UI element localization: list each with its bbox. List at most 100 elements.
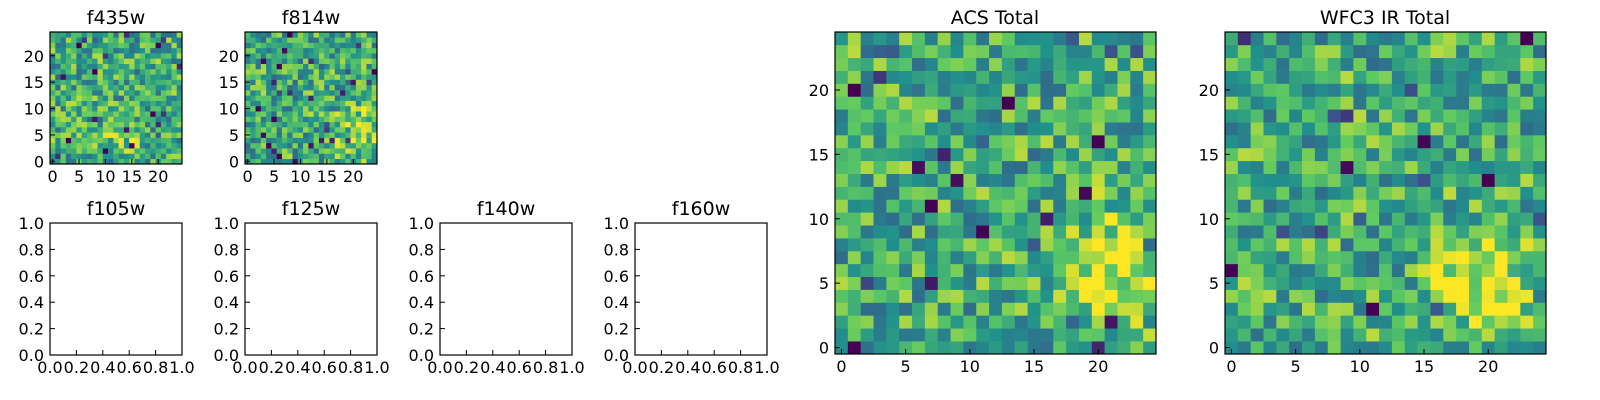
heatmap-cell [1289, 109, 1303, 123]
heatmap-cell [1391, 70, 1406, 84]
heatmap-cell [1053, 328, 1067, 342]
heatmap-cell [886, 160, 900, 174]
heatmap-cell [1053, 44, 1067, 59]
heatmap-cell [160, 63, 167, 70]
heatmap-cell [1340, 186, 1354, 200]
heatmap-cell [266, 68, 272, 75]
heatmap-cell [1494, 276, 1508, 290]
heatmap-cell [1340, 315, 1354, 329]
axes-frame [244, 31, 378, 165]
heatmap-cell [1091, 315, 1105, 329]
heatmap-cell [1404, 212, 1418, 226]
heatmap-cell [976, 328, 990, 342]
heatmap-cell [155, 79, 162, 86]
heatmap-cell [145, 79, 151, 86]
heatmap-cell [1027, 83, 1041, 97]
heatmap-cell [1143, 186, 1157, 200]
heatmap-cell [276, 153, 283, 160]
heatmap-cell [1481, 83, 1495, 97]
heatmap-cell [150, 79, 156, 86]
heatmap-cell [108, 42, 114, 49]
heatmap-cell [118, 121, 125, 128]
heatmap-cell [873, 250, 887, 265]
heatmap-cell [160, 158, 167, 165]
heatmap-cell [1327, 289, 1341, 303]
heatmap-cell [1456, 135, 1470, 149]
heatmap-cell [123, 58, 130, 64]
heatmap-cell [292, 132, 299, 138]
heatmap-cell [329, 53, 336, 59]
heatmap-cell [886, 186, 900, 200]
heatmap-cell [303, 127, 309, 133]
x-tick-label: 1.0 [754, 358, 779, 377]
heatmap-cell [361, 79, 367, 86]
heatmap-cell [71, 142, 77, 149]
heatmap-cell [886, 32, 900, 46]
heatmap-cell [160, 153, 167, 160]
heatmap-cell [297, 32, 304, 38]
heatmap-cell [86, 132, 93, 138]
heatmap-cell [1143, 160, 1157, 174]
x-tick-label: 0.6 [701, 358, 726, 377]
heatmap-cell [313, 127, 320, 133]
heatmap-cell [1001, 70, 1016, 84]
heatmap-cell [1314, 328, 1329, 342]
heatmap-cell [60, 142, 67, 149]
heatmap-cell [1053, 147, 1067, 162]
heatmap-cell [989, 173, 1003, 187]
heatmap-cell [1250, 302, 1264, 316]
heatmap-cell [303, 121, 309, 128]
heatmap-cell [1078, 44, 1093, 59]
heatmap-cell [1456, 341, 1470, 355]
heatmap-cell [292, 95, 299, 101]
heatmap-cell [937, 212, 951, 226]
heatmap-cell [281, 153, 288, 160]
heatmap-cell [1314, 276, 1329, 290]
heatmap-cell [899, 302, 913, 316]
heatmap-cell [1250, 225, 1264, 239]
heatmap-cell [1507, 83, 1521, 97]
heatmap-cell [1481, 160, 1495, 174]
heatmap-cell [292, 121, 299, 128]
heatmap-cell [1302, 238, 1316, 252]
heatmap-cell [176, 142, 183, 149]
heatmap-cell [71, 47, 77, 54]
heatmap-cell [989, 32, 1003, 46]
heatmap-cell [1327, 212, 1341, 226]
heatmap-cell [171, 137, 178, 144]
heatmap-cell [108, 58, 114, 64]
heatmap-cell [324, 63, 330, 70]
heatmap-cell [334, 32, 341, 38]
heatmap-cell [1327, 341, 1341, 355]
heatmap-cell [899, 225, 913, 239]
heatmap-cell [1391, 276, 1406, 290]
heatmap-cell [371, 95, 378, 101]
heatmap-cell [245, 111, 251, 117]
heatmap-cell [963, 135, 977, 149]
heatmap-cell [118, 90, 125, 96]
heatmap-cell [155, 53, 162, 59]
heatmap-cell [113, 84, 119, 91]
heatmap-cell [1001, 276, 1016, 290]
heatmap-cell [92, 95, 98, 101]
x-tick-label: 0.6 [116, 358, 141, 377]
heatmap-cell [1468, 160, 1483, 174]
heatmap-cell [1289, 328, 1303, 342]
heatmap-cell [1366, 225, 1380, 239]
heatmap-cell [255, 153, 262, 160]
heatmap-cell [1225, 238, 1239, 252]
heatmap-cell [97, 68, 104, 75]
heatmap-cell [97, 95, 104, 101]
heatmap-cell [1143, 173, 1157, 187]
heatmap-cell [937, 289, 951, 303]
heatmap-cell [950, 70, 964, 84]
heatmap-cell [255, 42, 262, 49]
heatmap-cell [1481, 32, 1495, 46]
heatmap-cell [1078, 263, 1093, 278]
heatmap-cell [71, 121, 77, 128]
heatmap-cell [1250, 57, 1264, 71]
heatmap-cell [255, 100, 262, 107]
heatmap-cell [345, 53, 351, 59]
heatmap-cell [334, 47, 341, 54]
heatmap-cell [924, 147, 939, 162]
